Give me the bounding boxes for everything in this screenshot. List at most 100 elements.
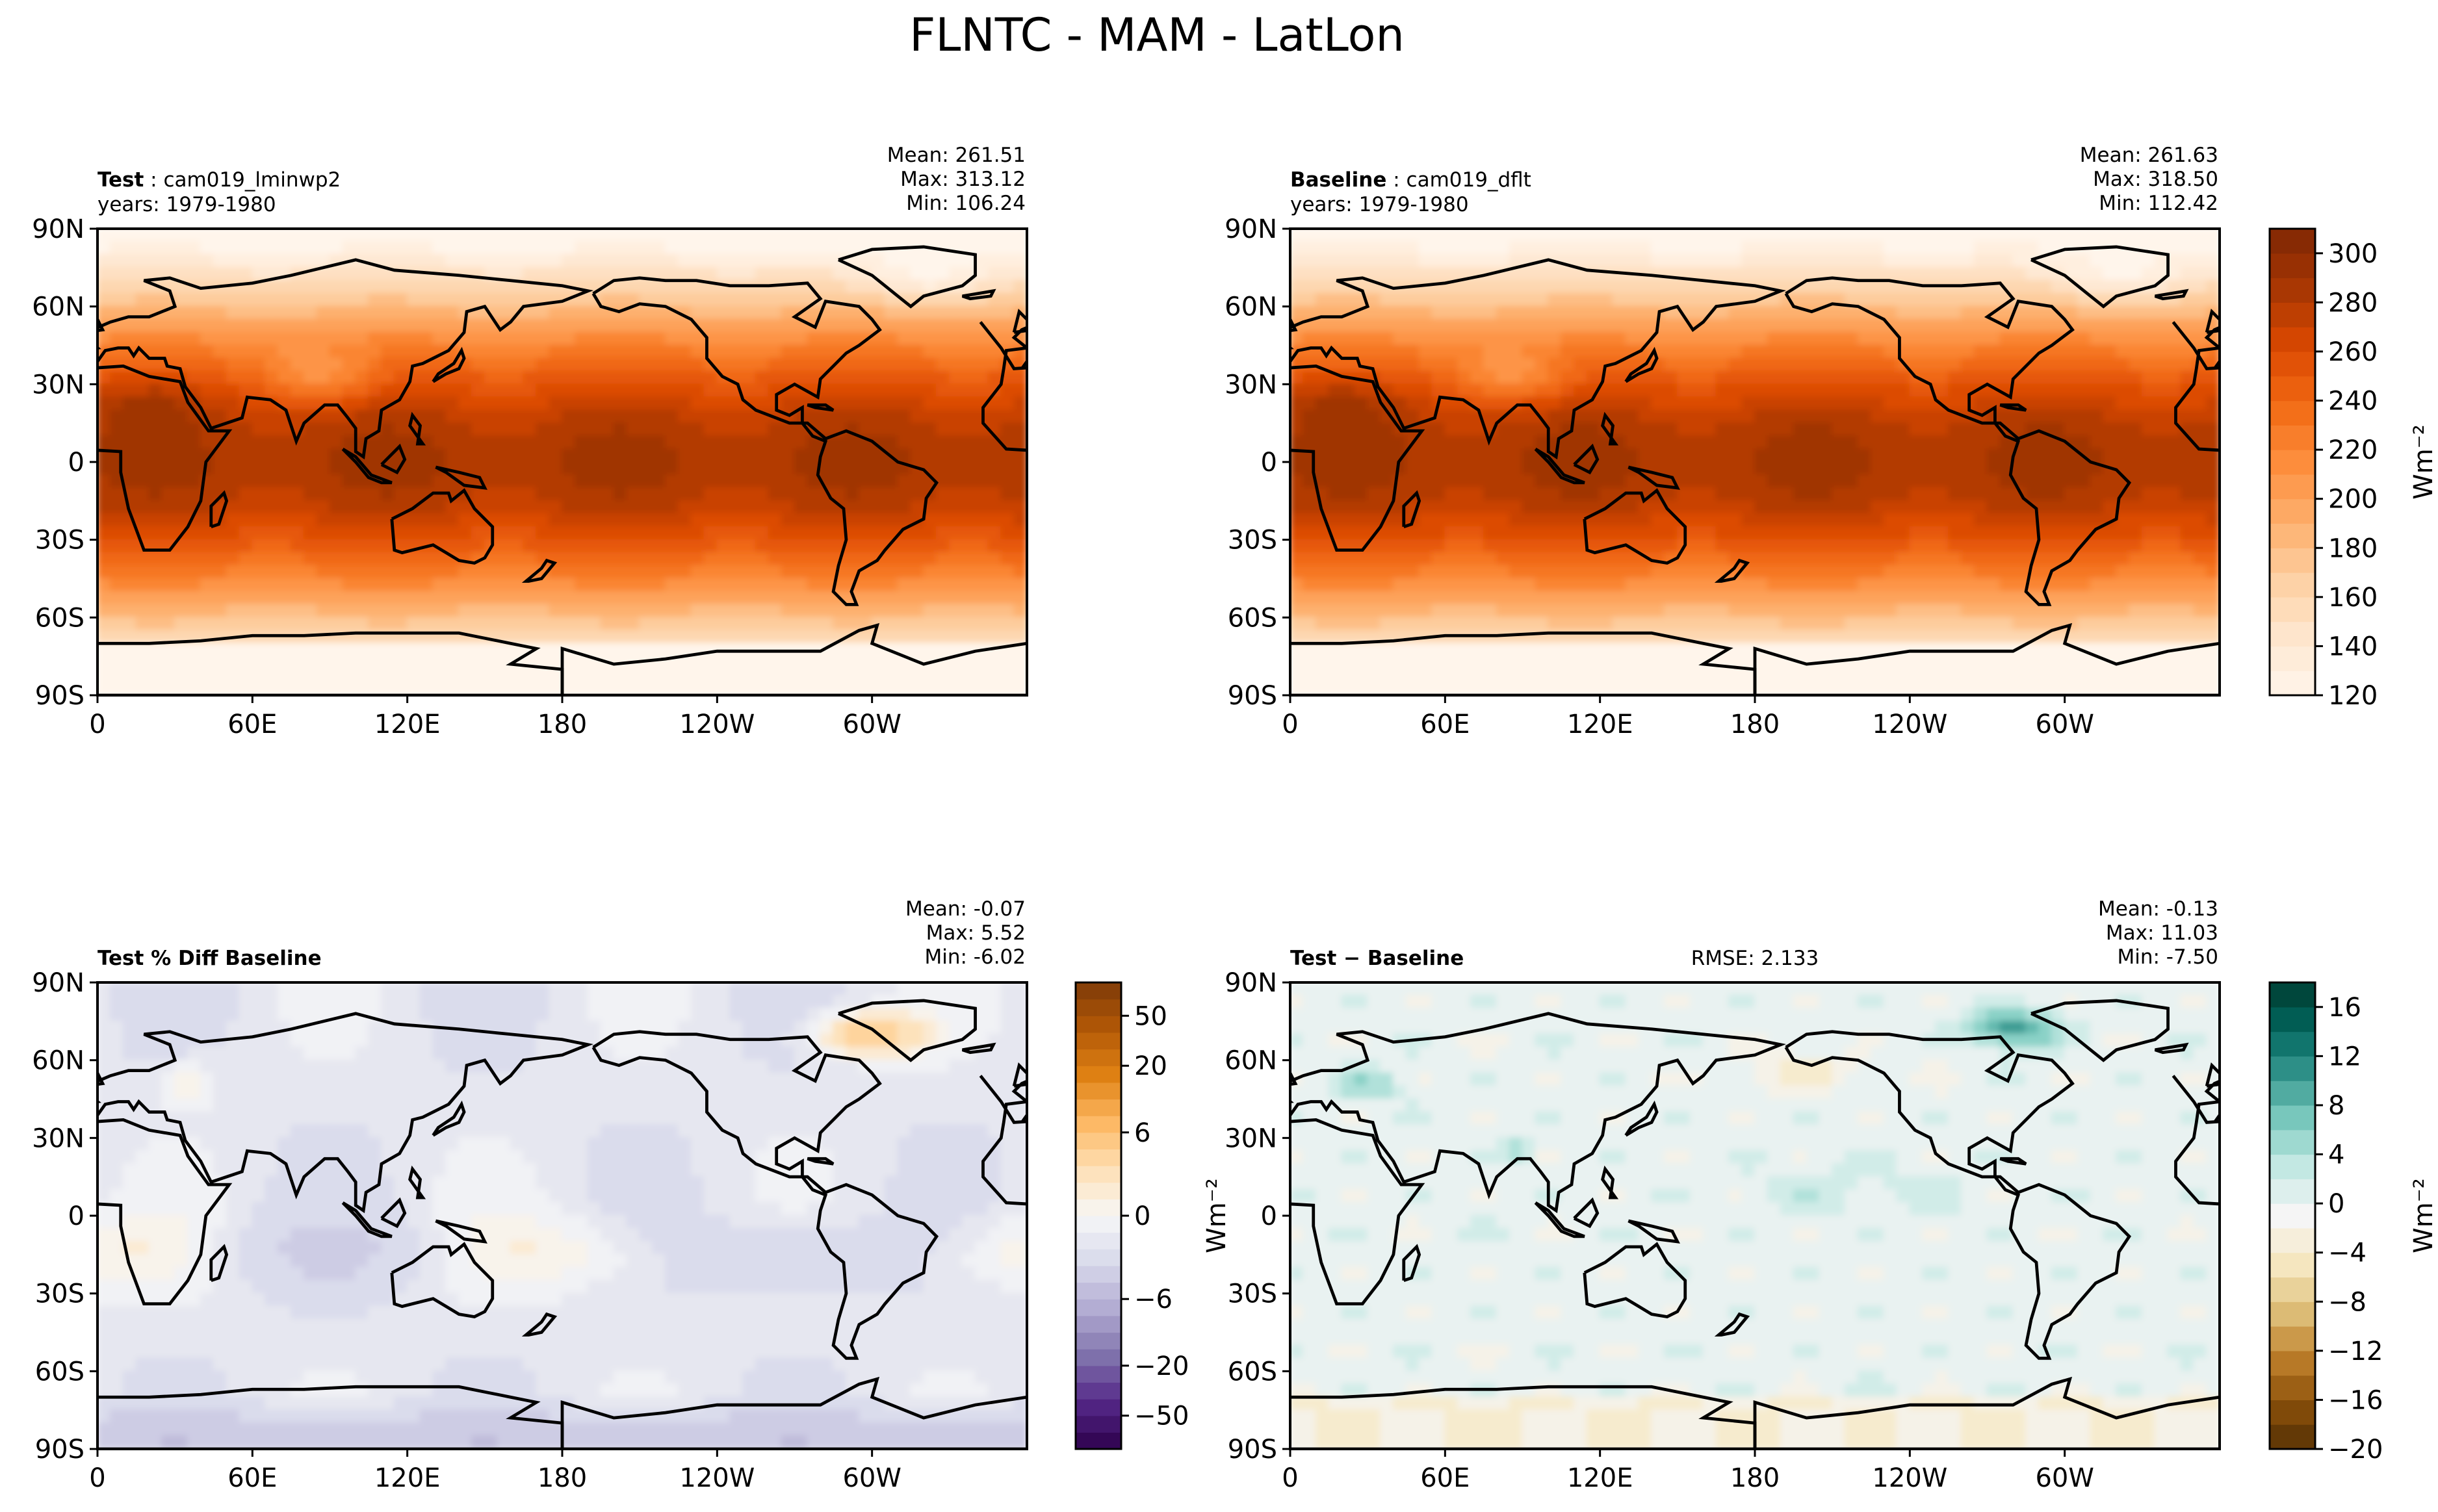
diff-left-unit-label: Wm⁻²: [1202, 1178, 1232, 1253]
lon-tick-diff-4: 120W: [1872, 1463, 1947, 1493]
lon-tick-test-1: 60E: [227, 710, 277, 739]
lon-tick-baseline-2: 120E: [1567, 710, 1633, 739]
cbar-pctdiff-segment: [1076, 1332, 1121, 1350]
cbar-baseline-segment: [2270, 596, 2315, 622]
cbar-diff-segment: [2270, 1301, 2315, 1327]
baseline-title-bold: Baseline: [1290, 168, 1386, 192]
cbar-pctdiff-segment: [1076, 1265, 1121, 1283]
cbar-pctdiff-segment: [1076, 1232, 1121, 1249]
cbar-baseline-tick-3: 180: [2328, 533, 2378, 563]
cbar-diff-tick-3: 4: [2328, 1140, 2344, 1170]
lat-tick-test-4: 30S: [35, 526, 84, 556]
cbar-diff-segment: [2270, 1350, 2315, 1376]
lat-tick-baseline-1: 60N: [1225, 292, 1277, 322]
colorbar-pctdiff: 50 20 6 0 −6 −20 −50: [1074, 981, 1189, 1450]
cbar-baseline-tick-7: 260: [2328, 337, 2378, 367]
pctdiff-title: Test % Diff Baseline: [97, 947, 322, 970]
lon-tick-diff-2: 120E: [1567, 1463, 1633, 1493]
cbar-baseline-tick-2: 160: [2328, 583, 2378, 613]
cbar-pctdiff-segment: [1076, 1249, 1121, 1266]
cbar-baseline-segment: [2270, 523, 2315, 548]
cbar-diff-tick-2: 8: [2328, 1091, 2344, 1121]
lat-tick-test-6: 90S: [35, 681, 84, 711]
cbar-baseline-segment: [2270, 425, 2315, 450]
colorbar-diff: 16 12 8 4 0 −4 −8 −12 −16 −20 Wm⁻²: [2268, 981, 2438, 1465]
cbar-pctdiff-segment: [1076, 1016, 1121, 1033]
test-title-case: cam019_lminwp2: [163, 168, 341, 192]
cbar-baseline-segment: [2270, 646, 2315, 671]
lon-tick-baseline-3: 180: [1730, 710, 1780, 739]
baseline-stat-max: Max: 318.50: [2093, 168, 2218, 191]
test-title-bold: Test: [97, 168, 144, 192]
cbar-pctdiff-segment: [1076, 1082, 1121, 1100]
cbar-diff-label: Wm⁻²: [2409, 1178, 2438, 1253]
diff-rmse: RMSE: 2.133: [1691, 947, 1819, 970]
pctdiff-stat-mean: Mean: -0.07: [905, 897, 1026, 921]
cbar-pctdiff-segment: [1076, 1299, 1121, 1316]
cbar-diff-segment: [2270, 1129, 2315, 1155]
figure-title: FLNTC - MAM - LatLon: [909, 8, 1405, 62]
cbar-pctdiff-segment: [1076, 1049, 1121, 1066]
cbar-pctdiff-segment: [1076, 1032, 1121, 1050]
lon-tick-test-3: 180: [538, 710, 587, 739]
lon-tick-test-0: 0: [89, 710, 105, 739]
cbar-baseline-segment: [2270, 302, 2315, 327]
cbar-baseline-segment: [2270, 376, 2315, 402]
cbar-diff-segment: [2270, 1326, 2315, 1352]
lon-tick-baseline-0: 0: [1282, 710, 1298, 739]
test-stat-max: Max: 313.12: [900, 168, 1026, 191]
cbar-pctdiff-segment: [1076, 1399, 1121, 1416]
cbar-pctdiff-segment: [1076, 1066, 1121, 1083]
cbar-baseline-tick-8: 280: [2328, 288, 2378, 318]
lon-tick-baseline-1: 60E: [1420, 710, 1470, 739]
diff-stat-mean: Mean: -0.13: [2098, 897, 2218, 921]
lon-tick-diff-3: 180: [1730, 1463, 1780, 1493]
panel-baseline-header: Baseline : cam019_dflt years: 1979-1980 …: [1290, 144, 2218, 216]
cbar-diff-segment: [2270, 1179, 2315, 1204]
cbar-baseline-segment: [2270, 548, 2315, 573]
cbar-baseline-tick-6: 240: [2328, 387, 2378, 416]
test-years: years: 1979-1980: [97, 193, 276, 216]
cbar-pctdiff-segment: [1076, 1216, 1121, 1233]
cbar-baseline-segment: [2270, 450, 2315, 475]
diff-stat-min: Min: -7.50: [2117, 945, 2218, 969]
lon-tick-pctdiff-1: 60E: [227, 1463, 277, 1493]
lon-tick-diff-1: 60E: [1420, 1463, 1470, 1493]
lat-tick-pctdiff-4: 30S: [35, 1279, 84, 1309]
cbar-pctdiff-tick-0: 50: [1134, 1001, 1167, 1031]
cbar-diff-tick-8: −16: [2328, 1385, 2383, 1415]
cbar-diff-tick-0: 16: [2328, 993, 2361, 1023]
cbar-pctdiff-segment: [1076, 1282, 1121, 1300]
cbar-pctdiff-segment: [1076, 999, 1121, 1016]
panel-diff-header: Test − Baseline RMSE: 2.133 Mean: -0.13 …: [1290, 897, 2218, 970]
cbar-diff-segment: [2270, 1154, 2315, 1179]
cbar-diff-segment: [2270, 1375, 2315, 1401]
lat-tick-test-3: 0: [68, 448, 84, 478]
pctdiff-stat-max: Max: 5.52: [926, 921, 1026, 945]
lat-tick-diff-6: 90S: [1228, 1435, 1277, 1465]
lat-tick-diff-5: 60S: [1228, 1357, 1277, 1387]
cbar-baseline-label: Wm⁻²: [2409, 424, 2438, 500]
lat-tick-test-2: 30N: [32, 370, 84, 400]
cbar-baseline-tick-9: 300: [2328, 239, 2378, 269]
cbar-diff-segment: [2270, 1203, 2315, 1229]
lon-tick-baseline-5: 60W: [2035, 710, 2094, 739]
panel-test-header: Test : cam019_lminwp2 years: 1979-1980 M…: [97, 144, 1026, 216]
lon-tick-test-5: 60W: [842, 710, 901, 739]
cbar-diff-tick-4: 0: [2328, 1189, 2344, 1219]
cbar-baseline-segment: [2270, 671, 2315, 696]
cbar-diff-segment: [2270, 1400, 2315, 1425]
cbar-baseline-segment: [2270, 572, 2315, 598]
lat-tick-diff-2: 30N: [1225, 1123, 1277, 1153]
lat-tick-baseline-6: 90S: [1228, 681, 1277, 711]
lon-tick-pctdiff-3: 180: [538, 1463, 587, 1493]
lat-tick-pctdiff-0: 90N: [32, 968, 84, 998]
cbar-diff-segment: [2270, 1277, 2315, 1302]
cbar-pctdiff-segment: [1076, 1415, 1121, 1433]
cbar-pctdiff-segment: [1076, 1382, 1121, 1400]
lon-tick-pctdiff-0: 0: [89, 1463, 105, 1493]
pctdiff-stat-min: Min: -6.02: [924, 945, 1026, 969]
